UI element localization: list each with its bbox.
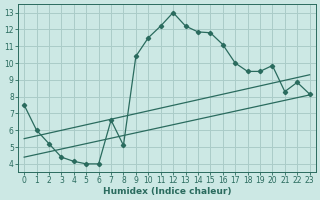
X-axis label: Humidex (Indice chaleur): Humidex (Indice chaleur) [103,187,231,196]
